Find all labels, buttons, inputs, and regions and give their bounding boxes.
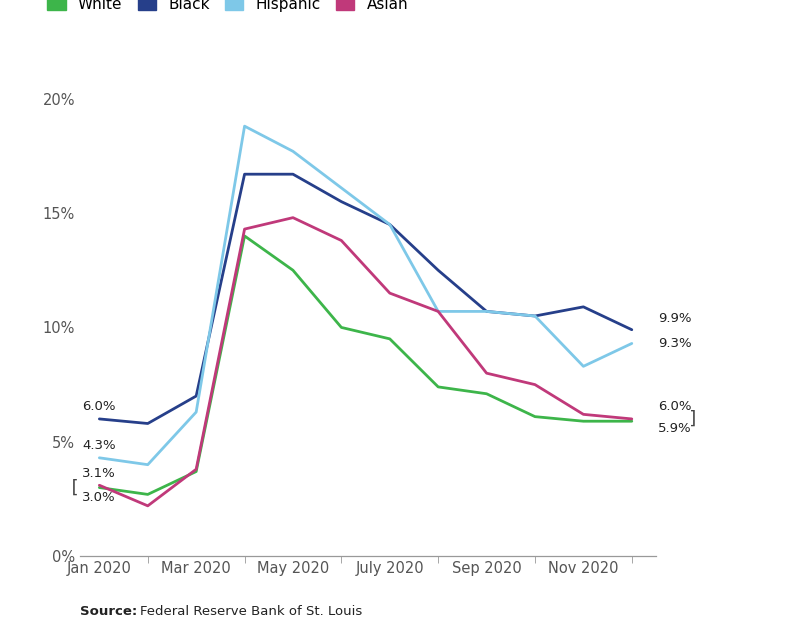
Text: 6.0%: 6.0% — [658, 400, 692, 413]
Text: ]: ] — [689, 410, 699, 428]
Text: 5.9%: 5.9% — [658, 422, 692, 435]
Legend: White, Black, Hispanic, Asian: White, Black, Hispanic, Asian — [47, 0, 408, 12]
Text: Source:: Source: — [80, 605, 138, 618]
Text: 4.3%: 4.3% — [82, 439, 116, 452]
Text: Federal Reserve Bank of St. Louis: Federal Reserve Bank of St. Louis — [140, 605, 362, 618]
Text: 3.1%: 3.1% — [82, 467, 116, 480]
Text: 3.0%: 3.0% — [82, 491, 116, 504]
Text: 9.3%: 9.3% — [658, 337, 692, 350]
Text: 6.0%: 6.0% — [82, 400, 116, 413]
Text: 9.9%: 9.9% — [658, 312, 692, 325]
Text: [: [ — [69, 478, 80, 497]
